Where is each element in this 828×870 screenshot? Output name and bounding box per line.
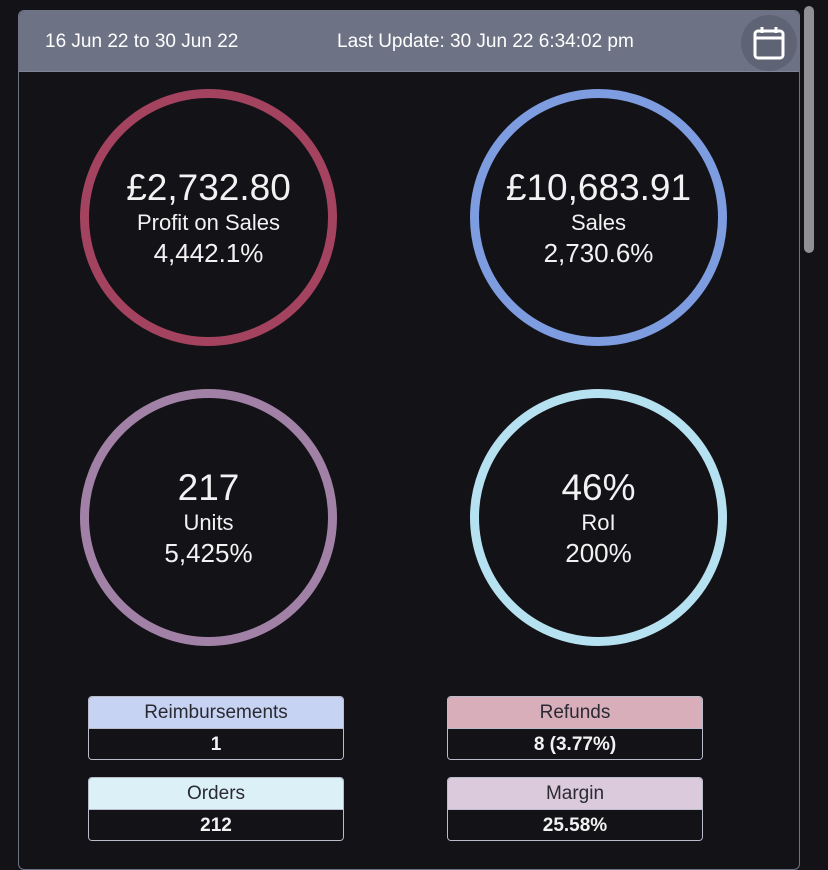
kpi-value: 217 <box>177 466 240 508</box>
calendar-icon <box>753 27 785 60</box>
kpi-label: Units <box>183 509 234 535</box>
card-title: Orders <box>89 778 343 810</box>
card-value: 212 <box>89 810 343 840</box>
kpi-change: 4,442.1% <box>153 237 264 268</box>
kpi-roi-ring: 46% RoI 200% <box>470 389 727 646</box>
kpi-change: 2,730.6% <box>543 237 654 268</box>
kpi-value: 46% <box>561 466 636 508</box>
calendar-button[interactable] <box>741 15 797 71</box>
card-title: Refunds <box>448 697 702 729</box>
kpi-profit-ring: £2,732.80 Profit on Sales 4,442.1% <box>80 89 337 346</box>
orders-card: Orders 212 <box>88 777 344 841</box>
card-value: 25.58% <box>448 810 702 840</box>
margin-card: Margin 25.58% <box>447 777 703 841</box>
kpi-sales-ring: £10,683.91 Sales 2,730.6% <box>470 89 727 346</box>
card-value: 1 <box>89 729 343 759</box>
scrollbar-thumb[interactable] <box>804 6 814 253</box>
kpi-change: 200% <box>565 537 632 568</box>
kpi-value: £2,732.80 <box>126 166 291 208</box>
card-title: Reimbursements <box>89 697 343 729</box>
kpi-change: 5,425% <box>164 537 253 568</box>
date-range[interactable]: 16 Jun 22 to 30 Jun 22 <box>45 31 239 52</box>
card-title: Margin <box>448 778 702 810</box>
card-value: 8 (3.77%) <box>448 729 702 759</box>
kpi-label: RoI <box>581 509 616 535</box>
reimbursements-card: Reimbursements 1 <box>88 696 344 760</box>
kpi-label: Profit on Sales <box>136 209 281 235</box>
kpi-label: Sales <box>570 209 627 235</box>
kpi-units-ring: 217 Units 5,425% <box>80 389 337 646</box>
kpi-value: £10,683.91 <box>505 166 692 208</box>
dashboard-panel: 16 Jun 22 to 30 Jun 22 Last Update: 30 J… <box>18 10 800 870</box>
refunds-card: Refunds 8 (3.77%) <box>447 696 703 760</box>
dashboard-header: 16 Jun 22 to 30 Jun 22 Last Update: 30 J… <box>19 11 799 72</box>
last-update: Last Update: 30 Jun 22 6:34:02 pm <box>337 31 634 52</box>
